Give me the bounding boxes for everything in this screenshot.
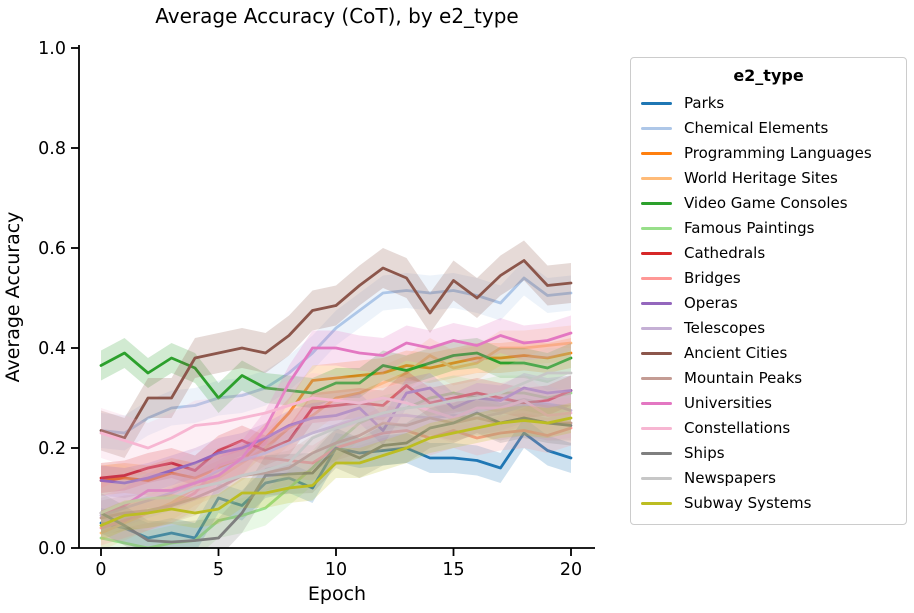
- legend-label: Programming Languages: [684, 144, 872, 162]
- series-band-famous-paintings: [101, 375, 571, 548]
- series-line-cathedrals: [99, 384, 573, 480]
- series-band-programming-languages: [101, 338, 571, 496]
- legend-line-swatch: [641, 376, 672, 381]
- y-tick-label: 0.6: [38, 239, 66, 259]
- x-tick-label: 0: [95, 560, 106, 580]
- series-line-newspapers: [99, 371, 573, 515]
- legend-item-chemical-elements: Chemical Elements: [639, 116, 898, 141]
- y-tick-label: 0.2: [38, 439, 66, 459]
- series-line-subway-systems: [99, 416, 573, 527]
- legend-line-swatch: [641, 501, 672, 506]
- y-tick-label: 0.0: [38, 539, 66, 559]
- series-line-constellations: [99, 396, 573, 450]
- legend-line-swatch: [641, 201, 672, 206]
- legend-item-ships: Ships: [639, 441, 898, 466]
- legend-line-swatch: [641, 276, 672, 281]
- legend-label: Mountain Peaks: [684, 369, 803, 387]
- legend-line-swatch: [641, 251, 672, 256]
- x-tick-label: 10: [325, 560, 347, 580]
- legend-item-subway-systems: Subway Systems: [639, 491, 898, 516]
- legend-item-newspapers: Newspapers: [639, 466, 898, 491]
- series-line-ancient-cities: [99, 259, 573, 440]
- y-tick-label: 0.8: [38, 139, 66, 159]
- series-band-subway-systems: [101, 403, 571, 541]
- legend-item-world-heritage-sites: World Heritage Sites: [639, 166, 898, 191]
- legend-label: Video Game Consoles: [684, 194, 848, 212]
- series-band-operas: [101, 373, 571, 498]
- series-band-constellations: [101, 373, 571, 473]
- legend-line-swatch: [641, 401, 672, 406]
- series-line-programming-languages: [99, 351, 573, 482]
- legend-items: Parks Chemical Elements Programming Langua…: [639, 91, 898, 516]
- series-band-ancient-cities: [101, 240, 571, 458]
- legend: e2_type Parks Chemical Elements Programmin…: [630, 57, 907, 525]
- legend-line-swatch: [641, 226, 672, 231]
- series-line-chemical-elements: [99, 276, 573, 435]
- legend-item-telescopes: Telescopes: [639, 316, 898, 341]
- legend-line-swatch: [641, 126, 672, 131]
- legend-label: Famous Paintings: [684, 219, 815, 237]
- legend-label: Parks: [684, 94, 725, 112]
- legend-label: Constellations: [684, 419, 791, 437]
- series-band-chemical-elements: [101, 260, 571, 451]
- series-line-universities: [99, 331, 573, 515]
- series-line-operas: [99, 386, 573, 485]
- legend-label: Telescopes: [684, 319, 766, 337]
- legend-label: Newspapers: [684, 469, 776, 487]
- legend-line-swatch: [641, 101, 672, 106]
- series-band-world-heritage-sites: [101, 325, 571, 548]
- legend-line-swatch: [641, 301, 672, 306]
- series-line-ships: [99, 411, 573, 544]
- legend-line-swatch: [641, 351, 672, 356]
- series-line-telescopes: [99, 401, 573, 517]
- legend-line-swatch: [641, 426, 672, 431]
- legend-item-video-game-consoles: Video Game Consoles: [639, 191, 898, 216]
- legend-label: Subway Systems: [684, 494, 812, 512]
- y-tick-label: 0.4: [38, 339, 66, 359]
- x-tick-label: 20: [560, 560, 582, 580]
- legend-line-swatch: [641, 176, 672, 181]
- series-line-world-heritage-sites: [99, 341, 573, 535]
- x-tick-label: 5: [213, 560, 224, 580]
- legend-item-universities: Universities: [639, 391, 898, 416]
- series-line-video-game-consoles: [99, 351, 573, 400]
- legend-item-mountain-peaks: Mountain Peaks: [639, 366, 898, 391]
- series-band-parks: [101, 418, 571, 548]
- x-tick-label: 15: [442, 560, 464, 580]
- legend-label: Cathedrals: [684, 244, 766, 262]
- y-tick-label: 1.0: [38, 39, 66, 59]
- legend-item-parks: Parks: [639, 91, 898, 116]
- legend-line-swatch: [641, 151, 672, 156]
- series-band-bridges: [101, 410, 571, 546]
- series-band-newspapers: [101, 348, 571, 538]
- legend-item-constellations: Constellations: [639, 416, 898, 441]
- series-group: [99, 240, 573, 548]
- legend-label: Operas: [684, 294, 738, 312]
- legend-item-ancient-cities: Ancient Cities: [639, 341, 898, 366]
- legend-label: Ships: [684, 444, 725, 462]
- legend-item-famous-paintings: Famous Paintings: [639, 216, 898, 241]
- legend-line-swatch: [641, 326, 672, 331]
- legend-item-operas: Operas: [639, 291, 898, 316]
- legend-item-cathedrals: Cathedrals: [639, 241, 898, 266]
- x-axis-label: Epoch: [307, 583, 367, 605]
- legend-title: e2_type: [733, 66, 804, 85]
- legend-line-swatch: [641, 476, 672, 481]
- legend-label: World Heritage Sites: [684, 169, 838, 187]
- legend-item-bridges: Bridges: [639, 266, 898, 291]
- legend-label: Universities: [684, 394, 773, 412]
- legend-label: Chemical Elements: [684, 119, 829, 137]
- legend-label: Bridges: [684, 269, 741, 287]
- series-line-mountain-peaks: [99, 416, 573, 520]
- legend-label: Ancient Cities: [684, 344, 788, 362]
- legend-line-swatch: [641, 451, 672, 456]
- legend-item-programming-languages: Programming Languages: [639, 141, 898, 166]
- chart-title: Average Accuracy (CoT), by e2_type: [155, 4, 519, 28]
